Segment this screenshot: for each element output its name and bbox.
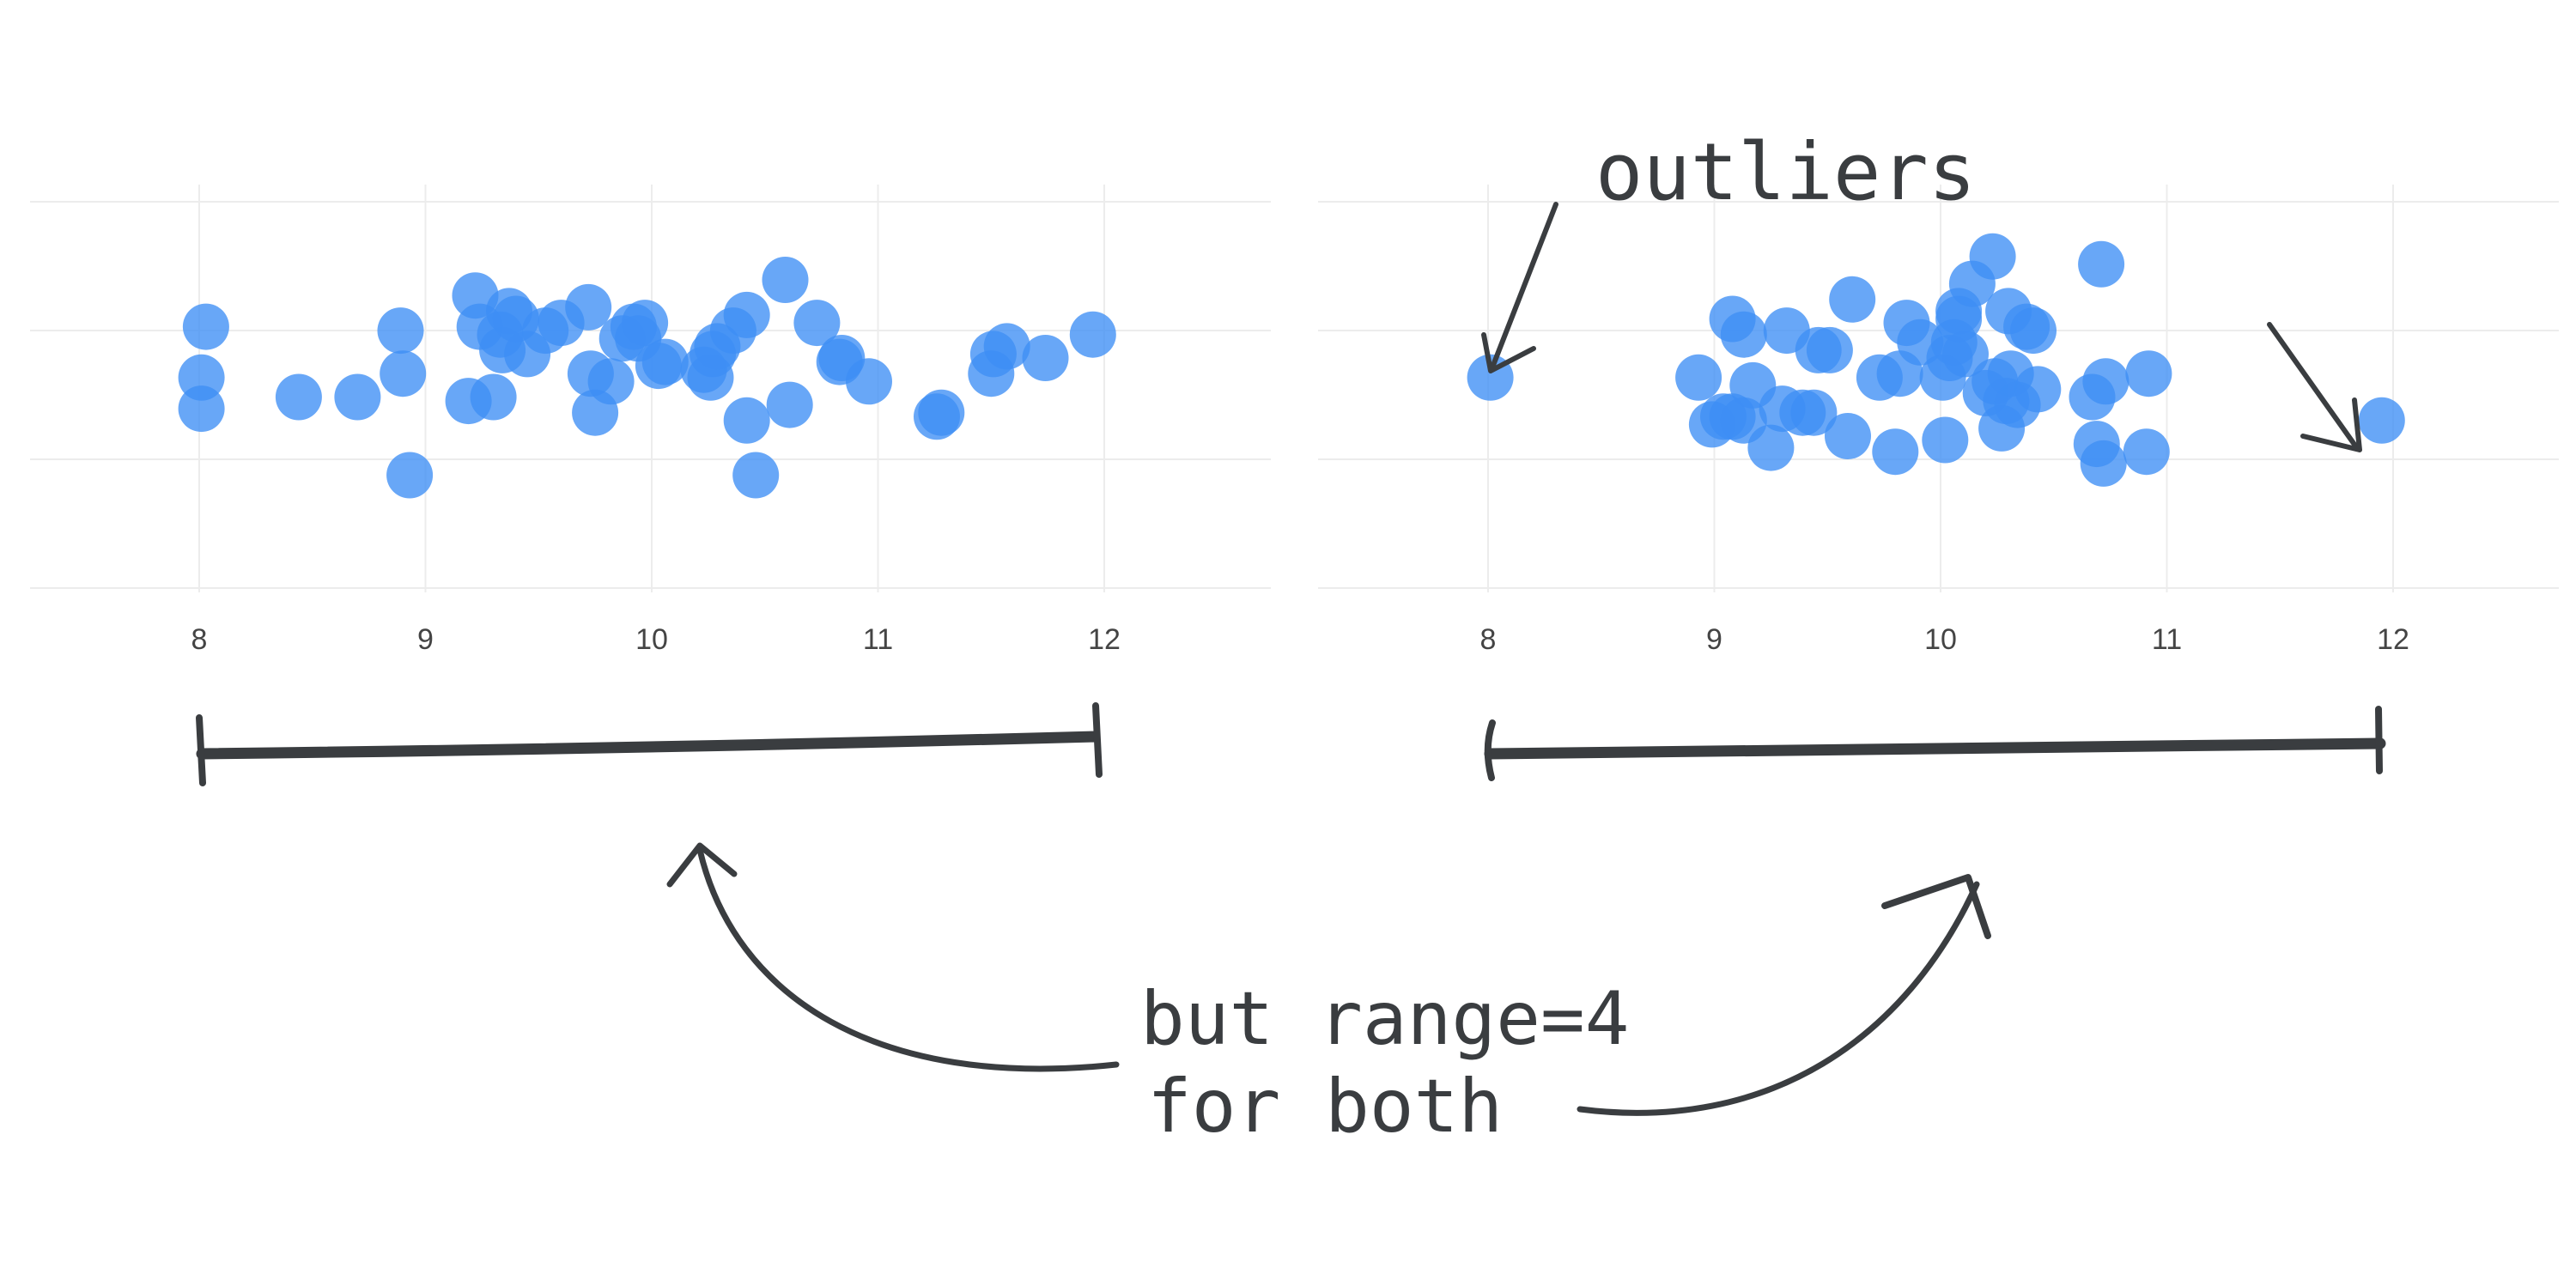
left-x-tick-label: 11 [863,623,893,656]
right-range-bracket [1484,706,2386,781]
left-x-tick-label: 12 [1088,623,1121,656]
left-data-point [793,300,841,347]
left-data-point [178,385,225,433]
left-data-point [622,300,669,347]
left-data-point [1069,311,1116,358]
left-x-tick-label: 9 [417,623,434,656]
left-data-point [275,373,322,421]
left-data-point [766,381,813,428]
left-points [178,257,1116,499]
right-x-tick-label: 8 [1480,623,1497,656]
left-x-ticks: 8 9 10 11 12 [191,623,1121,656]
right-data-point [1747,424,1795,471]
right-data-point [2014,366,2062,413]
right-data-point [1806,326,1853,373]
right-data-point [2125,350,2172,397]
right-data-point [1942,331,1989,378]
left-data-point [723,397,770,444]
left-data-point [377,307,424,355]
outlier-arrow-right [2267,322,2362,452]
right-data-point [1922,416,1969,464]
curved-arrow-left [666,842,1120,1072]
right-data-point [1675,354,1722,401]
left-data-point [1022,335,1069,381]
right-x-ticks: 8 9 10 11 12 [1480,623,2409,656]
left-data-point [762,257,809,303]
right-x-tick-label: 11 [2152,623,2182,656]
right-data-point [2082,358,2129,405]
right-x-tick-label: 9 [1706,623,1722,656]
right-data-point [1825,413,1871,459]
left-data-point [846,358,892,405]
left-data-point [565,283,612,331]
range-label-line2: for both [1147,1064,1503,1150]
left-data-point [334,373,381,421]
left-data-point [983,323,1030,370]
left-data-point [723,291,770,338]
left-data-point [641,338,689,385]
right-data-point [2010,307,2057,355]
left-data-point [182,303,229,350]
left-data-point [386,452,434,499]
left-x-tick-label: 8 [191,623,208,656]
right-data-point [1969,233,2016,280]
right-points [1467,233,2405,487]
right-data-point [1790,389,1838,436]
right-data-point [2078,240,2125,288]
right-data-point [2080,440,2127,487]
range-label-line1: but range=4 [1140,976,1630,1062]
left-data-point [918,389,965,436]
right-data-point [1829,276,1876,323]
right-data-point [2123,428,2170,476]
left-data-point [380,350,427,397]
left-x-tick-label: 10 [635,623,668,656]
right-data-point [1720,311,1767,358]
left-data-point [587,358,635,405]
right-data-point [2358,397,2405,444]
right-scatter-panel: 8 9 10 11 12 [1318,185,2559,656]
left-data-point [732,452,780,499]
right-x-tick-label: 12 [2377,623,2409,656]
right-data-point [1872,428,1919,476]
left-data-point [470,373,517,421]
left-scatter-panel: 8 9 10 11 12 [30,185,1271,656]
curved-arrow-right [1577,874,1991,1116]
outlier-arrow-left [1481,202,1558,373]
outliers-label: outliers [1595,126,1976,218]
right-x-tick-label: 10 [1924,623,1957,656]
left-range-bracket [196,702,1103,786]
